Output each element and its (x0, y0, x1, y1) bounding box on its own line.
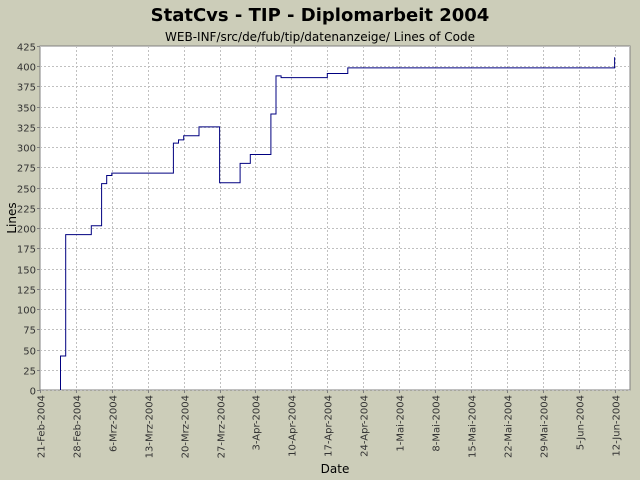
x-tick-label: 21-Feb-2004 (37, 395, 48, 458)
x-tick-label: 6-Mrz-2004 (109, 395, 120, 452)
plot-area (39, 45, 631, 391)
y-tick-label: 225 (17, 205, 36, 216)
x-axis-label: Date (321, 462, 350, 476)
x-tick-label: 24-Apr-2004 (360, 395, 371, 457)
y-tick-label: 175 (17, 245, 36, 256)
y-tick-label: 75 (23, 326, 36, 337)
y-tick-label: 50 (23, 347, 36, 358)
y-tick-label: 300 (17, 144, 36, 155)
y-axis: 0 25 50 75 100 125 150 175 200 225 250 275 300 325 350… (17, 43, 40, 398)
chart-subtitle: WEB-INF/src/de/fub/tip/datenanzeige/ Lin… (165, 30, 475, 44)
chart-title: StatCvs - TIP - Diplomarbeit 2004 (150, 5, 490, 26)
y-tick-label: 425 (17, 43, 36, 54)
y-tick-label: 400 (17, 63, 36, 74)
y-tick-label: 250 (17, 185, 36, 196)
x-tick-label: 28-Feb-2004 (73, 395, 84, 458)
x-tick-label: 17-Apr-2004 (324, 395, 335, 457)
y-tick-label: 275 (17, 164, 36, 175)
x-tick-label: 29-Mai-2004 (540, 395, 551, 458)
y-tick-label: 350 (17, 104, 36, 115)
x-tick-label: 27-Mrz-2004 (217, 395, 228, 458)
y-tick-label: 100 (17, 306, 36, 317)
y-tick-label: 150 (17, 266, 36, 277)
y-tick-label: 125 (17, 286, 36, 297)
x-tick-label: 13-Mrz-2004 (145, 395, 156, 458)
y-tick-label: 200 (17, 225, 36, 236)
x-tick-label: 5-Jun-2004 (576, 395, 587, 450)
x-tick-label: 20-Mrz-2004 (181, 395, 192, 458)
y-axis-label: Lines (5, 202, 19, 233)
x-tick-label: 10-Apr-2004 (288, 395, 299, 457)
series (60, 57, 616, 390)
y-tick-label: 25 (23, 367, 36, 378)
grid (40, 46, 630, 391)
y-tick-label: 0 (30, 387, 36, 398)
y-tick-label: 325 (17, 124, 36, 135)
x-tick-label: 22-Mai-2004 (504, 395, 515, 458)
x-tick-label: 1-Mai-2004 (396, 395, 407, 452)
x-tick-label: 15-Mai-2004 (468, 395, 479, 458)
x-tick-label: 8-Mai-2004 (432, 395, 443, 452)
x-axis: 21-Feb-2004 28-Feb-2004 6-Mrz-2004 13-Mrz-2… (37, 390, 623, 458)
y-tick-label: 375 (17, 83, 36, 94)
x-tick-label: 12-Jun-2004 (612, 395, 623, 457)
lines-of-code-line (60, 57, 616, 390)
x-tick-label: 3-Apr-2004 (252, 395, 263, 450)
